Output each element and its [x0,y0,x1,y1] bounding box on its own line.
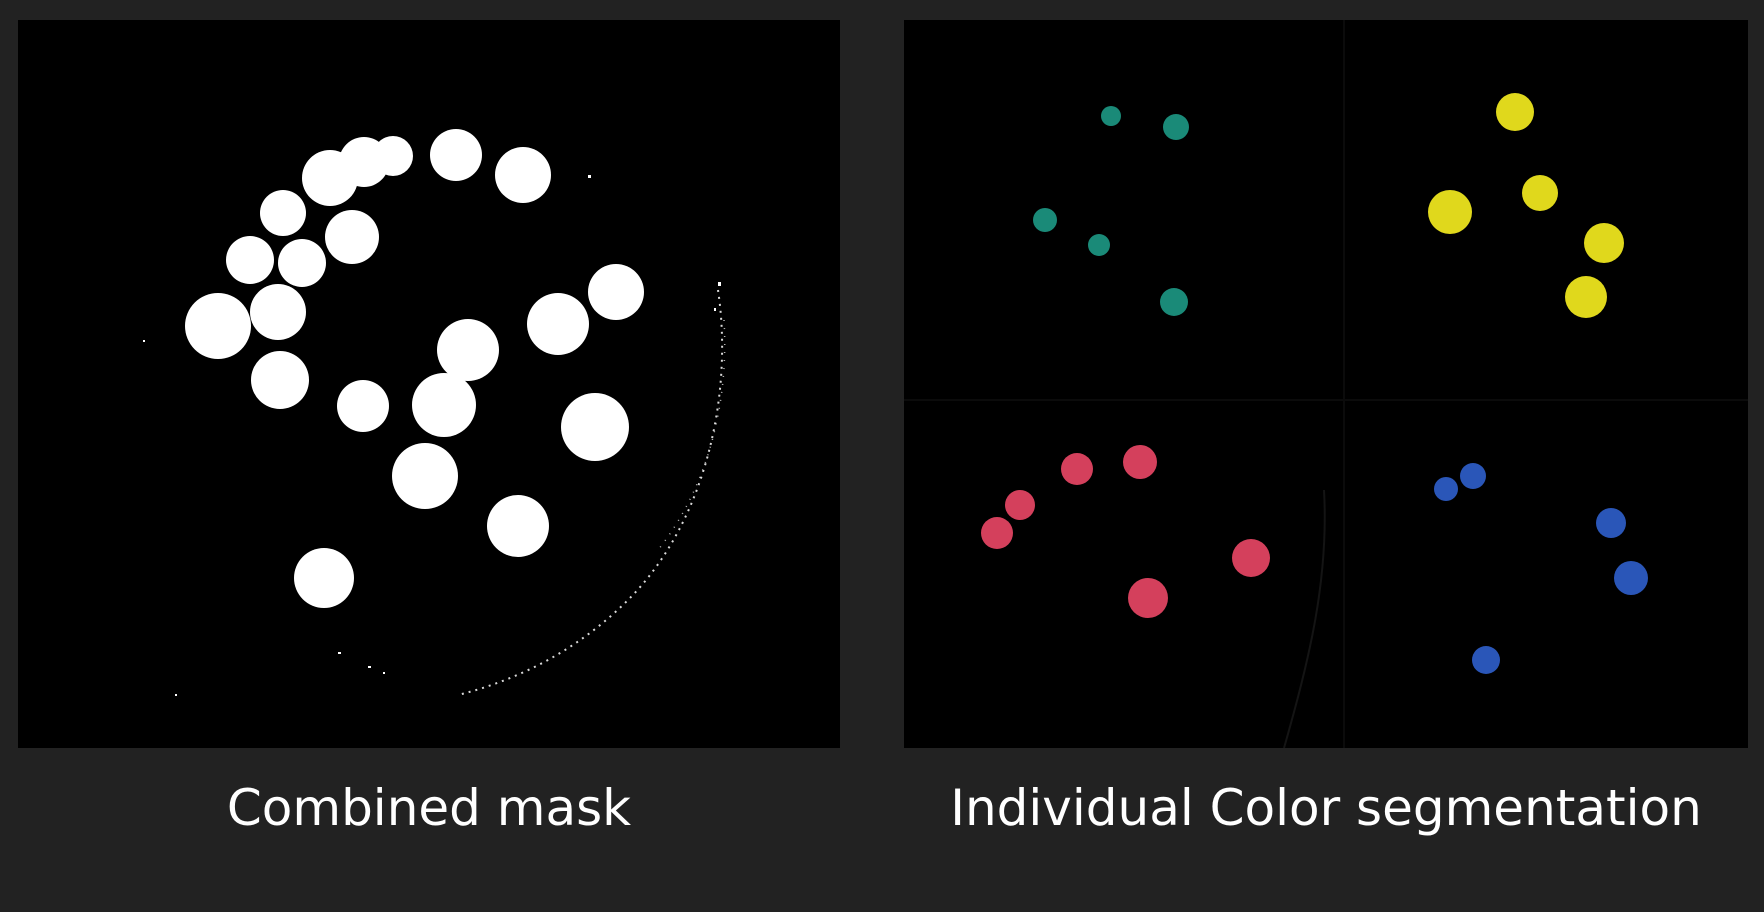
color-segmentation-svg [904,20,1748,748]
mask-blob [392,443,458,509]
mask-blob [226,236,274,284]
red-blob [981,517,1013,549]
mask-plate-edge-noise-2 [657,319,726,551]
mask-speckles [143,175,721,696]
mask-blob [527,293,589,355]
plate-edge-faint [1283,489,1326,748]
mask-blob [495,147,551,203]
mask-blob [561,393,629,461]
blue-blobs [1434,463,1648,674]
yellow-blob [1565,276,1607,318]
teal-blobs [1033,106,1189,316]
mask-blob [260,190,306,236]
red-blob [1123,445,1157,479]
teal-blob [1088,234,1110,256]
yellow-blobs [1428,93,1624,318]
blue-blob [1434,477,1458,501]
teal-blob [1101,106,1121,126]
red-blob [1061,453,1093,485]
yellow-blob [1496,93,1534,131]
mask-blob [250,284,306,340]
red-blob [1232,539,1270,577]
color-segmentation-caption: Individual Color segmentation [950,779,1702,837]
mask-blob [251,351,309,409]
blue-blob [1460,463,1486,489]
mask-blob [294,548,354,608]
mask-blob [430,129,482,181]
mask-blob [588,264,644,320]
color-segmentation-image [904,20,1748,748]
mask-blob [437,319,499,381]
blue-blob [1614,561,1648,595]
blue-blob [1472,646,1500,674]
blue-blob [1596,508,1626,538]
teal-blob [1033,208,1057,232]
mask-blob [185,293,251,359]
yellow-blob [1584,223,1624,263]
combined-mask-svg [143,129,726,696]
teal-blob [1163,114,1189,140]
mask-plate-edge-noise [457,289,724,696]
teal-blob [1160,288,1188,316]
mask-blobs [185,129,644,608]
yellow-blob [1428,190,1472,234]
red-blob [1005,490,1035,520]
mask-blob [325,210,379,264]
red-blob [1128,578,1168,618]
mask-blob [373,136,413,176]
mask-blob [487,495,549,557]
mask-blob [278,239,326,287]
red-blobs [981,445,1270,618]
mask-blob [412,373,476,437]
mask-blob [337,380,389,432]
yellow-blob [1522,175,1558,211]
combined-mask-caption: Combined mask [226,779,632,837]
combined-mask-image [18,20,840,748]
